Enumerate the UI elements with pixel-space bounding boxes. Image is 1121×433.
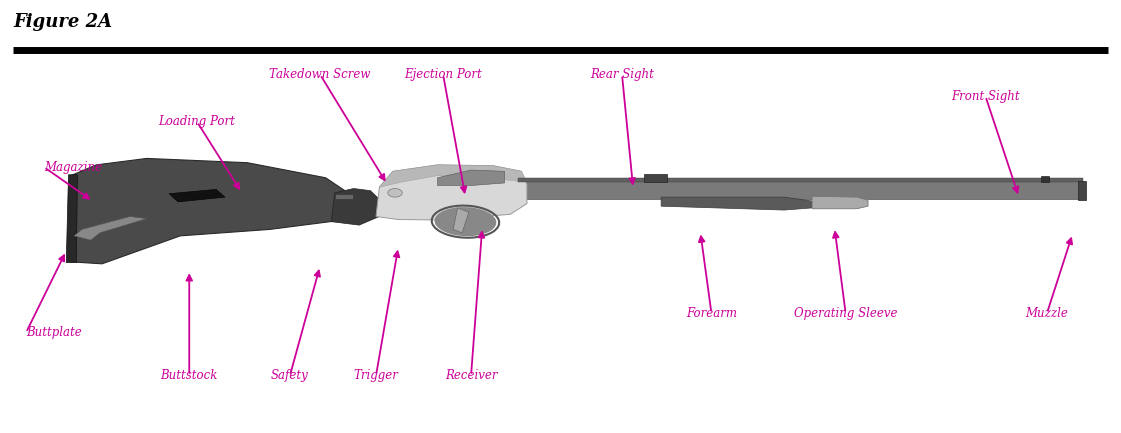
Bar <box>645 174 667 182</box>
Polygon shape <box>379 165 527 187</box>
Polygon shape <box>68 158 353 264</box>
Text: Loading Port: Loading Port <box>159 115 235 128</box>
Polygon shape <box>812 196 868 209</box>
Bar <box>1041 176 1049 182</box>
Text: Forearm: Forearm <box>686 307 736 320</box>
Text: Operating Sleeve: Operating Sleeve <box>794 307 898 320</box>
Text: Ejection Port: Ejection Port <box>405 68 482 81</box>
Polygon shape <box>661 197 812 210</box>
Bar <box>518 181 1083 199</box>
Text: Magazine: Magazine <box>44 161 102 174</box>
Text: Muzzle: Muzzle <box>1026 307 1068 320</box>
Text: Takedown Screw: Takedown Screw <box>269 68 371 81</box>
Polygon shape <box>74 216 147 240</box>
Bar <box>335 194 352 199</box>
Text: Trigger: Trigger <box>353 369 398 382</box>
Text: Front Sight: Front Sight <box>951 90 1020 103</box>
Polygon shape <box>332 188 381 225</box>
Text: Figure 2A: Figure 2A <box>13 13 112 31</box>
Polygon shape <box>66 175 77 262</box>
Bar <box>518 178 1083 182</box>
Polygon shape <box>437 170 504 185</box>
Ellipse shape <box>388 188 402 197</box>
Text: Buttplate: Buttplate <box>26 326 82 339</box>
Text: Buttstock: Buttstock <box>160 369 217 382</box>
Polygon shape <box>169 189 225 202</box>
Text: Receiver: Receiver <box>445 369 498 382</box>
Text: Rear Sight: Rear Sight <box>590 68 654 81</box>
Ellipse shape <box>435 207 497 236</box>
Polygon shape <box>453 208 469 233</box>
Text: Safety: Safety <box>271 369 308 382</box>
Bar <box>1078 181 1086 200</box>
Polygon shape <box>376 165 527 220</box>
